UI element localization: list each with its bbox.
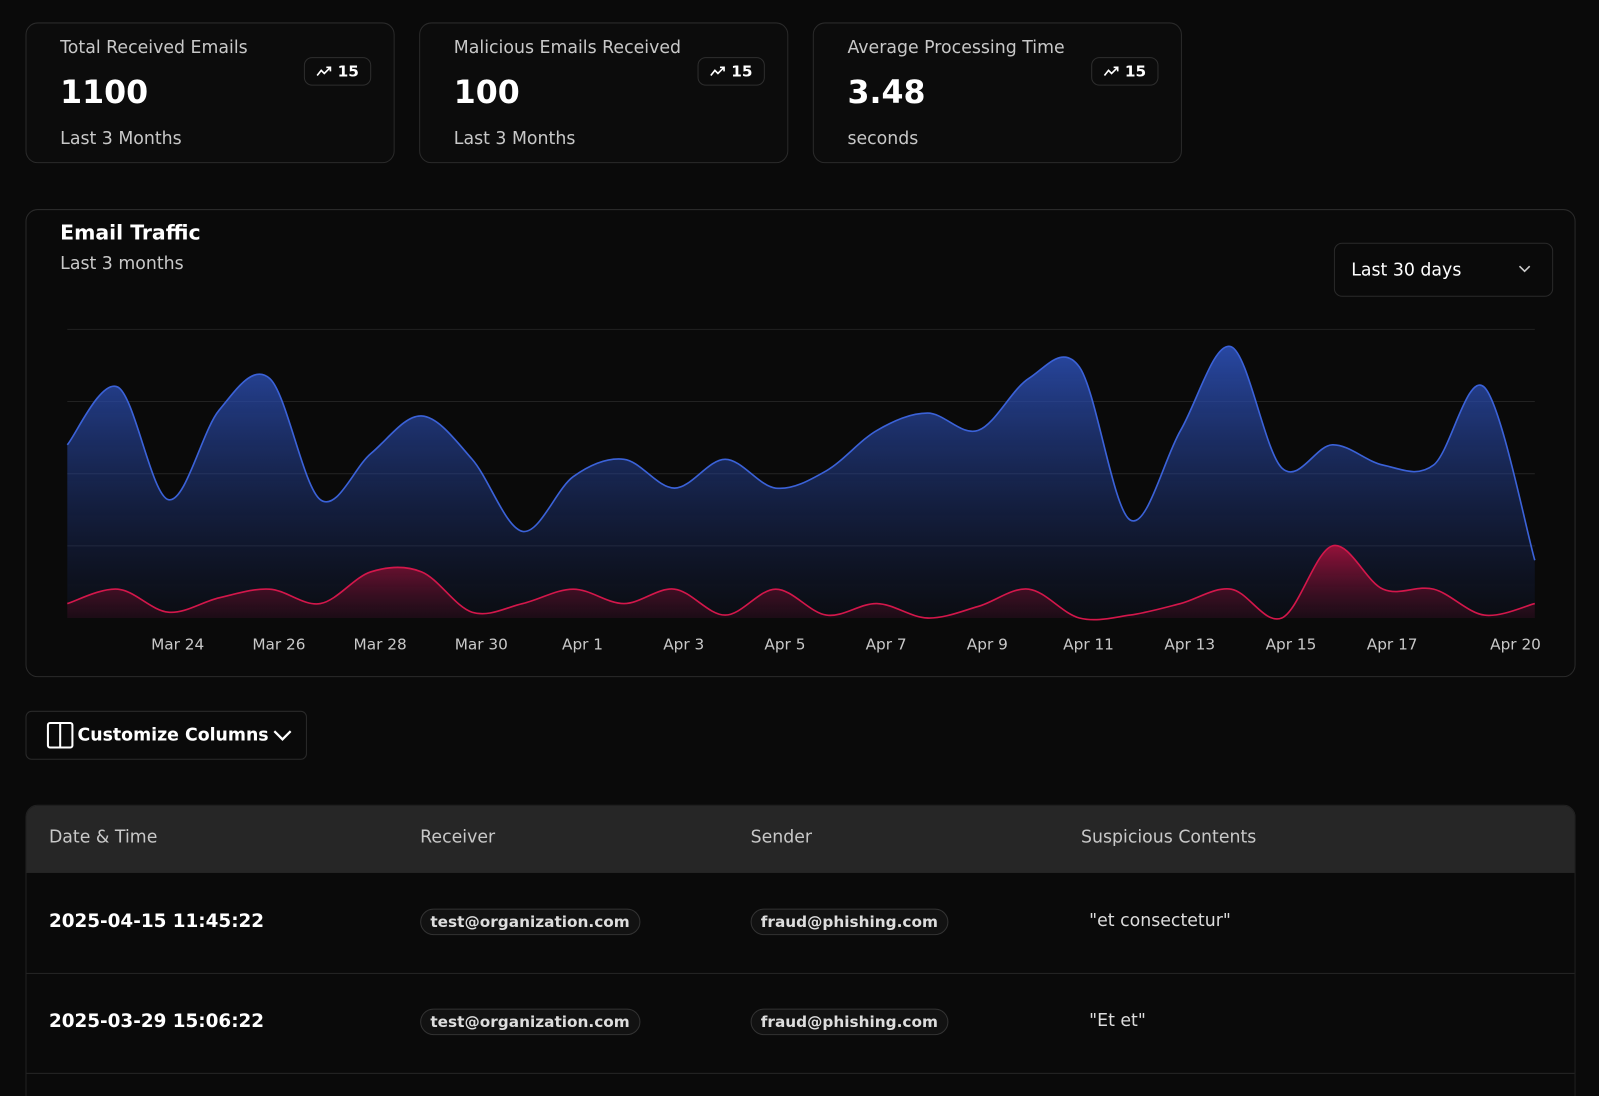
chart-subtitle: Last 3 months <box>60 253 184 275</box>
stat-card: Total Received Emails 1100 Last 3 Months 15 <box>25 22 395 164</box>
area-fill <box>67 346 1535 618</box>
stat-note: seconds <box>847 128 919 149</box>
x-tick-label: Mar 28 <box>354 636 407 654</box>
chart: Mar 24 Mar 26 Mar 28 Mar 30 Apr 1 Apr 3 Apr 5 A… <box>66 328 1541 654</box>
stat-value: 100 <box>453 74 520 112</box>
content-cell: "et consectetur" <box>1089 910 1231 932</box>
area-fill <box>67 545 1535 620</box>
stat-card: Average Processing Time 3.48 seconds 15 <box>812 22 1182 164</box>
table-header: Date & Time Receiver Sender Suspicious Cont… <box>26 805 1575 873</box>
chart-card: Mar 24 Mar 26 Mar 28 Mar 30 Apr 1 Apr 3 Apr 5 A… <box>25 209 1576 678</box>
email-pill: test@organization.com <box>420 908 640 936</box>
x-tick-label: Apr 11 <box>1063 636 1114 654</box>
email-pill: test@organization.com <box>420 1008 640 1036</box>
column-header: Sender <box>750 827 813 848</box>
button-label: Customize Columns <box>77 725 269 746</box>
email-pill: fraud@phishing.com <box>750 1008 949 1036</box>
x-tick-label: Mar 30 <box>455 636 508 654</box>
stat-note: Last 3 Months <box>453 128 576 149</box>
columns-icon <box>46 722 74 749</box>
x-tick-label: Apr 5 <box>764 636 805 654</box>
x-tick-label: Apr 1 <box>562 636 603 654</box>
x-tick-label: Apr 13 <box>1164 636 1215 654</box>
chart-title: Email Traffic <box>60 220 201 245</box>
column-header: Suspicious Contents <box>1080 827 1257 848</box>
x-tick-label: Apr 17 <box>1367 636 1418 654</box>
email-pill: fraud@phishing.com <box>750 908 949 936</box>
change-value: 15 <box>731 62 753 81</box>
chevron <box>273 730 292 741</box>
trend-icon <box>1103 66 1119 76</box>
table-row: 2025-04-15 11:45:22 test@organization.com… <box>26 873 1575 974</box>
date-cell: 2025-03-29 15:06:22 <box>48 1010 265 1033</box>
range-label: Last 30 days <box>1351 260 1462 281</box>
change-badge: 15 <box>303 57 372 86</box>
change-value: 15 <box>337 62 359 81</box>
customize-columns-button[interactable]: Customize Columns <box>25 710 307 760</box>
column-header: Receiver <box>420 827 496 848</box>
trend-icon <box>710 66 725 76</box>
stat-title: Malicious Emails Received <box>453 37 682 59</box>
x-tick-label: Apr 15 <box>1266 636 1317 654</box>
x-tick-label: Apr 3 <box>663 636 704 654</box>
area-line <box>66 345 1536 561</box>
stat-note: Last 3 Months <box>60 128 182 149</box>
x-tick-label: Apr 7 <box>866 636 907 654</box>
table-row: 2025-03-29 15:06:22 test@organization.com… <box>26 973 1575 1074</box>
stat-value: 1100 <box>60 74 149 112</box>
column-header: Date & Time <box>48 827 158 848</box>
change-badge: 15 <box>697 57 765 86</box>
stat-value: 3.48 <box>847 74 926 112</box>
x-tick-label: Apr 9 <box>967 636 1008 654</box>
table: Date & Time Receiver Sender Suspicious Cont… <box>25 804 1576 1096</box>
stat-title: Total Received Emails <box>60 37 248 59</box>
date-cell: 2025-04-15 11:45:22 <box>48 910 265 933</box>
range-dropdown[interactable]: Last 30 days <box>1333 242 1554 297</box>
content-cell: "Et et" <box>1089 1010 1146 1032</box>
x-tick-label: Mar 24 <box>151 636 204 654</box>
x-tick-label: Mar 26 <box>252 636 305 654</box>
area-line <box>67 545 1536 621</box>
stat-card: Malicious Emails Received 100 Last 3 Month… <box>419 22 789 164</box>
x-tick-label: Apr 20 <box>1490 636 1541 654</box>
trend-icon <box>316 66 332 76</box>
chevron <box>1518 265 1531 273</box>
change-value: 15 <box>1124 62 1147 81</box>
change-badge: 15 <box>1091 57 1159 86</box>
stat-title: Average Processing Time <box>847 37 1065 59</box>
